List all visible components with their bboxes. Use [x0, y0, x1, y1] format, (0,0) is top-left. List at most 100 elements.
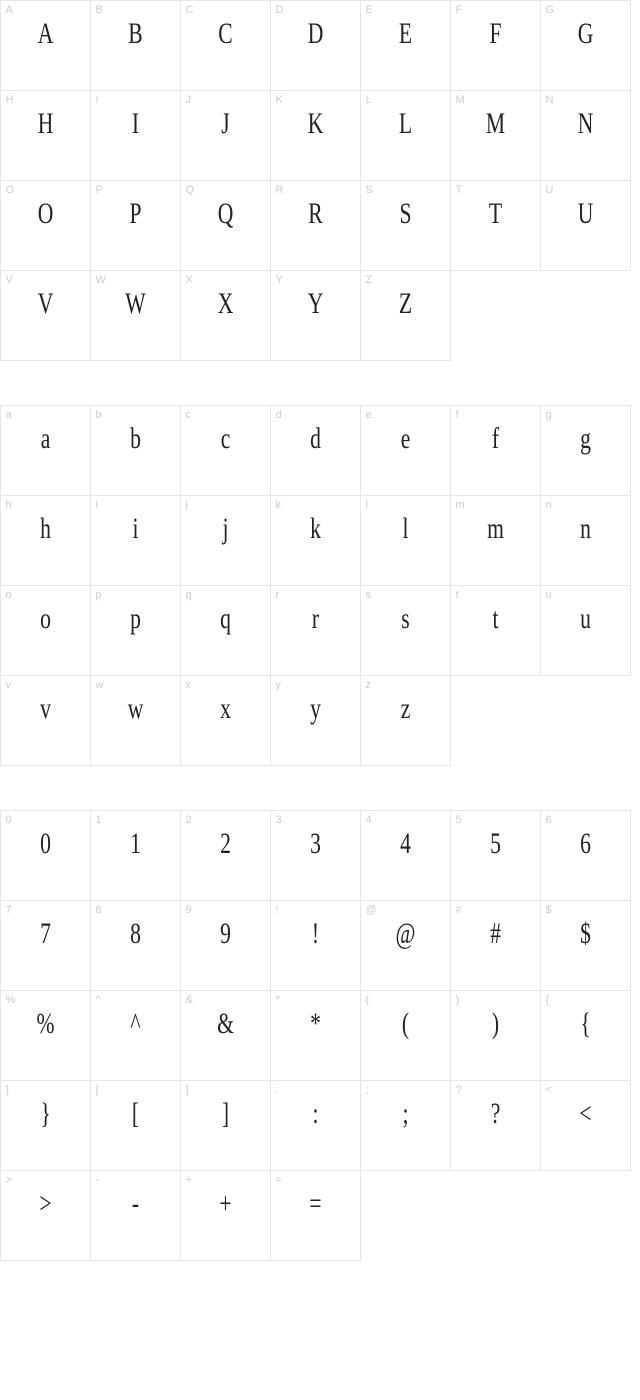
- key-label: d: [276, 409, 282, 421]
- key-label: a: [6, 409, 12, 421]
- glyph: 1: [103, 829, 167, 859]
- glyph-cell: &&: [180, 990, 271, 1081]
- glyph: K: [283, 109, 347, 139]
- glyph: D: [283, 19, 347, 49]
- key-label: i: [96, 499, 98, 511]
- glyph-cell: ++: [180, 1170, 271, 1261]
- glyph-cell: FF: [450, 0, 541, 91]
- key-label: 1: [96, 814, 102, 826]
- glyph: M: [463, 109, 527, 139]
- glyph-cell: $$: [540, 900, 631, 991]
- section-numbers-symbols: 00112233445566778899!!@@##$$%%^^&&**(())…: [0, 810, 640, 1260]
- glyph-cell: PP: [90, 180, 181, 271]
- key-label: y: [276, 679, 282, 691]
- glyph: j: [193, 514, 257, 544]
- glyph: :: [283, 1099, 347, 1129]
- glyph-cell: aa: [0, 405, 91, 496]
- glyph: B: [103, 19, 167, 49]
- glyph: S: [373, 199, 437, 229]
- key-label: u: [546, 589, 552, 601]
- glyph-cell: jj: [180, 495, 271, 586]
- glyph: v: [13, 694, 77, 724]
- glyph-cell: ##: [450, 900, 541, 991]
- glyph: -: [103, 1189, 167, 1219]
- glyph: g: [553, 424, 617, 454]
- key-label: Z: [366, 274, 373, 286]
- key-label: @: [366, 904, 377, 916]
- glyph: H: [13, 109, 77, 139]
- glyph-cell: ??: [450, 1080, 541, 1171]
- key-label: h: [6, 499, 12, 511]
- glyph-cell: ll: [360, 495, 451, 586]
- key-label: m: [456, 499, 465, 511]
- glyph: %: [13, 1009, 77, 1039]
- key-label: R: [276, 184, 284, 196]
- glyph: >: [13, 1189, 77, 1219]
- glyph: F: [463, 19, 527, 49]
- key-label: W: [96, 274, 106, 286]
- key-label: =: [276, 1174, 282, 1186]
- glyph: y: [283, 694, 347, 724]
- glyph-cell: xx: [180, 675, 271, 766]
- glyph-cell: XX: [180, 270, 271, 361]
- glyph: s: [373, 604, 437, 634]
- glyph-cell: 44: [360, 810, 451, 901]
- glyph: u: [553, 604, 617, 634]
- glyph: n: [553, 514, 617, 544]
- glyph: 4: [373, 829, 437, 859]
- glyph-cell: oo: [0, 585, 91, 676]
- glyph-cell: [[: [90, 1080, 181, 1171]
- key-label: >: [6, 1174, 12, 1186]
- key-label: w: [96, 679, 104, 691]
- glyph-cell: vv: [0, 675, 91, 766]
- glyph-cell: dd: [270, 405, 361, 496]
- key-label: v: [6, 679, 12, 691]
- glyph-cell: OO: [0, 180, 91, 271]
- glyph: A: [13, 19, 77, 49]
- glyph: h: [13, 514, 77, 544]
- glyph: $: [553, 919, 617, 949]
- key-label: z: [366, 679, 372, 691]
- glyph: I: [103, 109, 167, 139]
- glyph-cell: rr: [270, 585, 361, 676]
- glyph: !: [283, 919, 347, 949]
- glyph-cell: HH: [0, 90, 91, 181]
- key-label: ^: [96, 994, 101, 1006]
- key-label: D: [276, 4, 284, 16]
- glyph-cell: ff: [450, 405, 541, 496]
- key-label: [: [96, 1084, 99, 1096]
- glyph: i: [103, 514, 167, 544]
- key-label: p: [96, 589, 102, 601]
- glyph-cell: ww: [90, 675, 181, 766]
- glyph-cell: {{: [540, 990, 631, 1081]
- glyph-cell: bb: [90, 405, 181, 496]
- key-label: E: [366, 4, 373, 16]
- key-label: q: [186, 589, 192, 601]
- glyph: X: [193, 289, 257, 319]
- glyph-cell: ==: [270, 1170, 361, 1261]
- key-label: +: [186, 1174, 192, 1186]
- glyph-cell: KK: [270, 90, 361, 181]
- key-label: ]: [186, 1084, 189, 1096]
- key-label: -: [96, 1174, 100, 1186]
- section-lowercase: aabbccddeeffgghhiijjkkllmmnnooppqqrrsstt…: [0, 405, 640, 765]
- glyph-cell: tt: [450, 585, 541, 676]
- key-label: J: [186, 94, 192, 106]
- glyph: x: [193, 694, 257, 724]
- glyph: ?: [463, 1099, 527, 1129]
- glyph: V: [13, 289, 77, 319]
- glyph: E: [373, 19, 437, 49]
- glyph: k: [283, 514, 347, 544]
- key-label: o: [6, 589, 12, 601]
- key-label: 5: [456, 814, 462, 826]
- key-label: n: [546, 499, 552, 511]
- key-label: 6: [546, 814, 552, 826]
- glyph: J: [193, 109, 257, 139]
- glyph-cell: UU: [540, 180, 631, 271]
- glyph-cell: gg: [540, 405, 631, 496]
- glyph: 3: [283, 829, 347, 859]
- glyph-cell: 11: [90, 810, 181, 901]
- glyph-cell: pp: [90, 585, 181, 676]
- key-label: $: [546, 904, 552, 916]
- key-label: L: [366, 94, 372, 106]
